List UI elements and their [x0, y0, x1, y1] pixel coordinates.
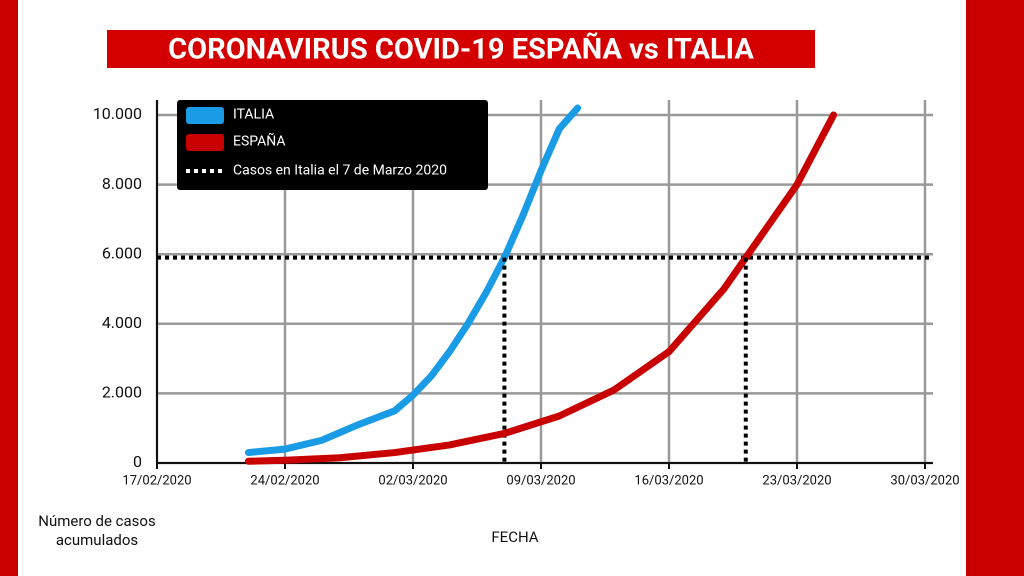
series-line — [244, 111, 838, 465]
y-axis-label-box: Número de casos acumulados — [38, 512, 156, 549]
border-right — [966, 0, 1024, 576]
y-axis-label: Número de casos acumulados — [38, 512, 156, 549]
legend-swatch — [186, 107, 224, 124]
title-box — [107, 30, 815, 68]
y-tick-label: 0 — [133, 452, 142, 471]
legend-label: Casos en Italia el 7 de Marzo 2020 — [233, 163, 447, 179]
y-tick-label: 8.000 — [102, 174, 142, 193]
border-left — [0, 0, 18, 576]
y-tick-label: 10.000 — [93, 104, 142, 123]
series-line — [244, 104, 582, 457]
y-tick-label: 2.000 — [102, 383, 142, 402]
x-tick-label: 02/03/2020 — [378, 473, 447, 488]
legend-swatch — [186, 134, 224, 151]
legend-label: ESPAÑA — [233, 132, 286, 150]
y-tick-label: 4.000 — [102, 313, 142, 332]
y-tick-label: 6.000 — [102, 243, 142, 262]
legend-box — [177, 100, 488, 190]
x-axis-label: FECHA — [491, 528, 538, 546]
x-tick-label: 30/03/2020 — [890, 473, 959, 488]
legend-label: ITALIA — [233, 107, 274, 123]
x-tick-label: 09/03/2020 — [506, 473, 575, 488]
x-tick-label: 17/02/2020 — [122, 473, 191, 488]
x-tick-label: 24/02/2020 — [250, 473, 319, 488]
x-tick-label: 23/03/2020 — [762, 473, 831, 488]
chart-title: CORONAVIRUS COVID-19 ESPAÑA vs ITALIA — [168, 32, 754, 67]
x-tick-label: 16/03/2020 — [634, 473, 703, 488]
